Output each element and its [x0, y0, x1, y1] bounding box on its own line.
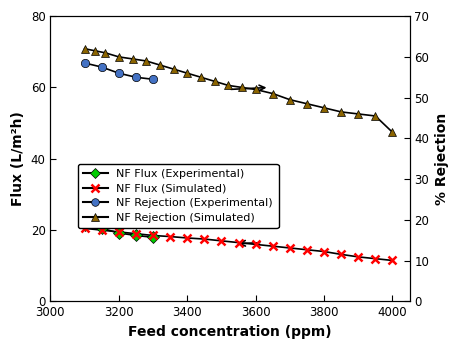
- Y-axis label: % Rejection: % Rejection: [434, 113, 448, 205]
- Legend: NF Flux (Experimental), NF Flux (Simulated), NF Rejection (Experimental), NF Rej: NF Flux (Experimental), NF Flux (Simulat…: [78, 164, 278, 228]
- Y-axis label: Flux (L/m²h): Flux (L/m²h): [11, 111, 25, 206]
- X-axis label: Feed concentration (ppm): Feed concentration (ppm): [128, 325, 331, 339]
